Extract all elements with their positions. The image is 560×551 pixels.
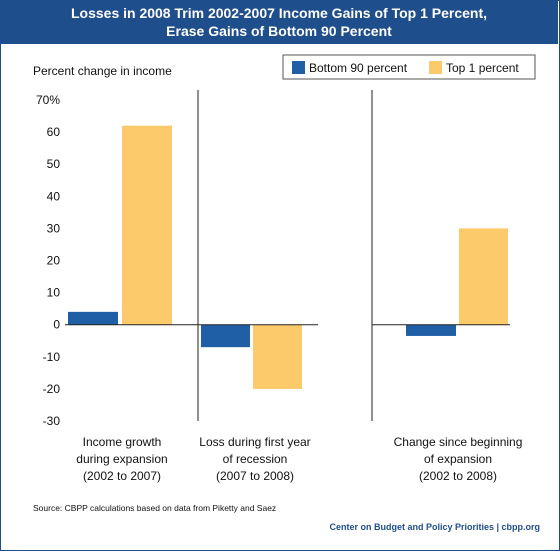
- category-label: during expansion: [76, 452, 167, 466]
- y-tick-label: 70%: [36, 93, 60, 107]
- y-tick-label: -10: [43, 350, 61, 364]
- y-tick-label: 30: [47, 221, 61, 235]
- bar-bottom-90-3: [406, 324, 456, 336]
- category-label: Loss during first year: [199, 435, 310, 449]
- y-tick-label: 50: [47, 157, 61, 171]
- source-note: Source: CBPP calculations based on data …: [33, 503, 277, 513]
- category-label: of recession: [223, 452, 288, 466]
- category-label: Change since beginning: [394, 435, 523, 449]
- y-tick-label: 10: [47, 286, 61, 300]
- category-label: Income growth: [83, 435, 162, 449]
- category-label: (2002 to 2007): [83, 469, 161, 483]
- bar-bottom-90-1: [68, 311, 118, 325]
- legend-label: Top 1 percent: [446, 61, 519, 75]
- bar-top-1-1: [122, 125, 172, 325]
- category-label: (2002 to 2008): [419, 469, 497, 483]
- legend-swatch: [429, 61, 442, 74]
- category-label: of expansion: [424, 452, 492, 466]
- y-tick-label: 60: [47, 125, 61, 139]
- bar-top-1-3: [459, 228, 508, 325]
- legend-swatch: [292, 61, 305, 74]
- y-tick-label: 40: [47, 189, 61, 203]
- credit-line: Center on Budget and Policy Priorities |…: [329, 522, 540, 532]
- y-tick-label: 0: [53, 318, 60, 332]
- category-label: (2007 to 2008): [216, 469, 294, 483]
- chart-title-line-1: Losses in 2008 Trim 2002-2007 Income Gai…: [70, 5, 488, 21]
- bar-bottom-90-2: [201, 324, 250, 348]
- y-tick-label: 20: [47, 254, 61, 268]
- legend-label: Bottom 90 percent: [309, 61, 408, 75]
- chart-title-line-2: Erase Gains of Bottom 90 Percent: [166, 23, 392, 39]
- y-tick-label: -30: [43, 414, 61, 428]
- bar-top-1-2: [253, 324, 302, 389]
- legend-box: [282, 54, 536, 80]
- y-axis-title: Percent change in income: [33, 64, 172, 78]
- chart-title: Losses in 2008 Trim 2002-2007 Income Gai…: [0, 0, 558, 44]
- y-tick-label: -20: [43, 382, 61, 396]
